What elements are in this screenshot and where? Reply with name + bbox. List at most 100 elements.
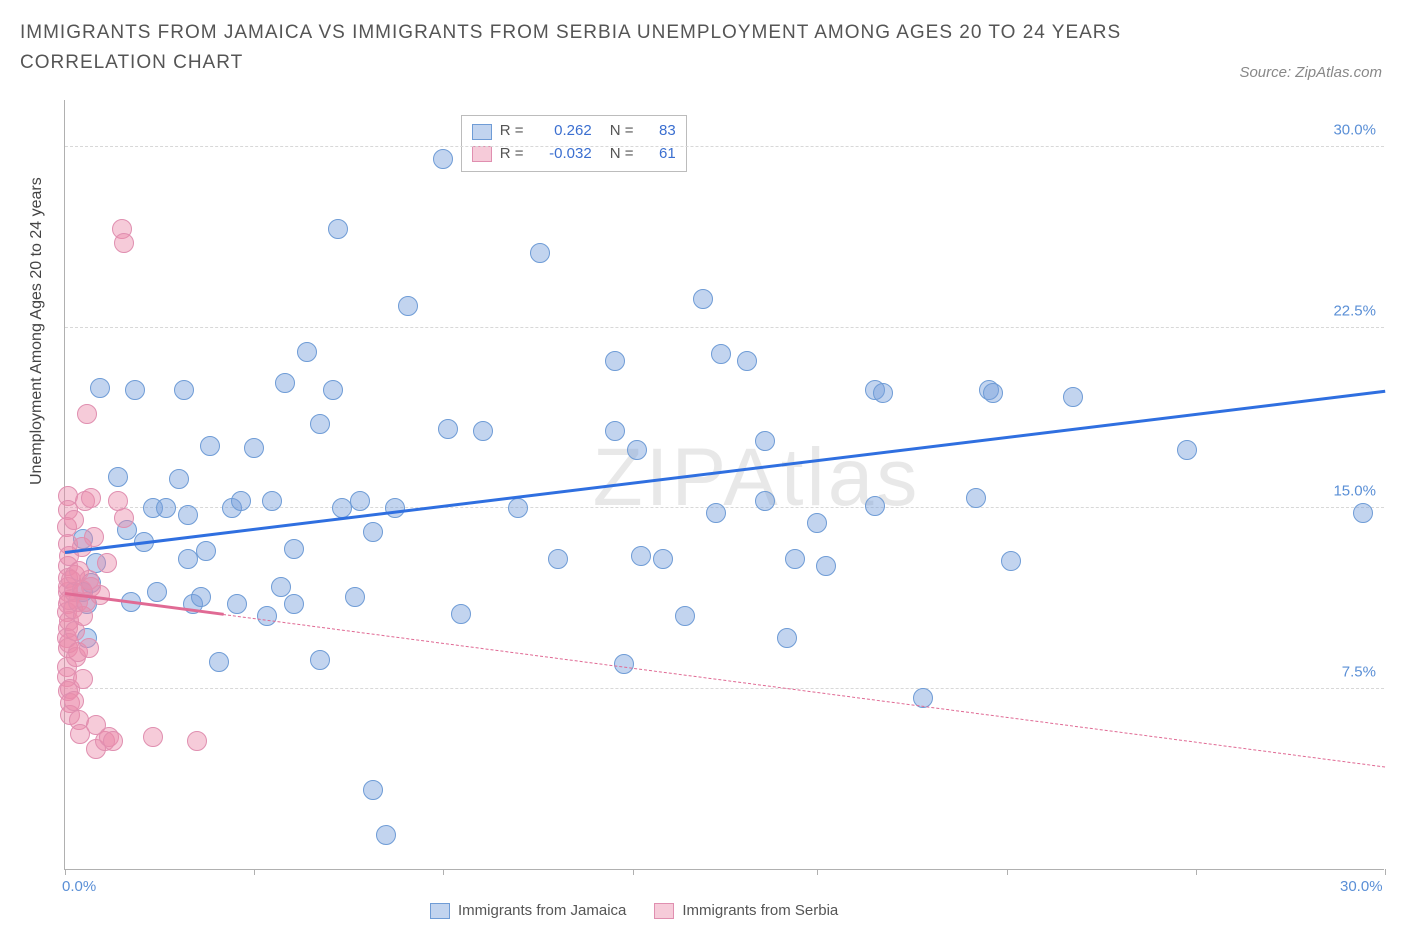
data-point — [200, 436, 220, 456]
data-point — [84, 527, 104, 547]
legend-series-item: Immigrants from Serbia — [654, 902, 838, 919]
data-point — [77, 404, 97, 424]
data-point — [73, 669, 93, 689]
data-point — [79, 638, 99, 658]
x-tick — [443, 869, 444, 875]
legend-swatch — [430, 903, 450, 919]
data-point — [785, 549, 805, 569]
data-point — [178, 505, 198, 525]
data-point — [706, 503, 726, 523]
legend-n-value: 83 — [648, 120, 676, 143]
y-tick-label: 30.0% — [1333, 122, 1376, 139]
legend-stats-box: R =0.262N =83R =-0.032N =61 — [461, 115, 687, 172]
data-point — [755, 491, 775, 511]
data-point — [376, 825, 396, 845]
x-tick-label: 30.0% — [1340, 878, 1383, 895]
scatter-plot-area: ZIPAtlas R =0.262N =83R =-0.032N =61 7.5… — [64, 100, 1384, 870]
data-point — [187, 731, 207, 751]
gridline-h — [65, 327, 1384, 328]
data-point — [983, 383, 1003, 403]
data-point — [310, 650, 330, 670]
data-point — [191, 587, 211, 607]
data-point — [873, 383, 893, 403]
y-tick-label: 15.0% — [1333, 483, 1376, 500]
data-point — [385, 498, 405, 518]
data-point — [473, 421, 493, 441]
trend-line — [223, 614, 1385, 767]
data-point — [1001, 551, 1021, 571]
data-point — [605, 421, 625, 441]
data-point — [605, 351, 625, 371]
data-point — [196, 541, 216, 561]
data-point — [227, 594, 247, 614]
y-tick-label: 22.5% — [1333, 302, 1376, 319]
legend-swatch — [472, 124, 492, 140]
x-tick — [65, 869, 66, 875]
data-point — [125, 380, 145, 400]
data-point — [310, 414, 330, 434]
data-point — [328, 219, 348, 239]
data-point — [169, 469, 189, 489]
data-point — [398, 296, 418, 316]
legend-r-value: 0.262 — [538, 120, 592, 143]
data-point — [103, 731, 123, 751]
data-point — [209, 652, 229, 672]
data-point — [693, 289, 713, 309]
data-point — [653, 549, 673, 569]
data-point — [147, 582, 167, 602]
data-point — [777, 628, 797, 648]
legend-stat-row: R = 0.262 N = 83 — [472, 120, 676, 143]
data-point — [816, 556, 836, 576]
data-point — [174, 380, 194, 400]
legend-swatch — [654, 903, 674, 919]
data-point — [284, 539, 304, 559]
data-point — [548, 549, 568, 569]
data-point — [363, 780, 383, 800]
trend-line — [65, 390, 1385, 554]
legend-series-item: Immigrants from Jamaica — [430, 902, 626, 919]
data-point — [530, 243, 550, 263]
data-point — [64, 510, 84, 530]
data-point — [108, 467, 128, 487]
data-point — [143, 727, 163, 747]
data-point — [156, 498, 176, 518]
gridline-h — [65, 688, 1384, 689]
legend-r-label: R = — [500, 120, 530, 143]
data-point — [271, 577, 291, 597]
x-tick — [817, 869, 818, 875]
data-point — [438, 419, 458, 439]
legend-n-label: N = — [610, 120, 640, 143]
data-point — [1353, 503, 1373, 523]
data-point — [345, 587, 365, 607]
data-point — [807, 513, 827, 533]
legend-series-label: Immigrants from Serbia — [682, 902, 838, 919]
legend-swatch — [472, 146, 492, 162]
data-point — [737, 351, 757, 371]
data-point — [114, 508, 134, 528]
x-tick — [254, 869, 255, 875]
data-point — [64, 691, 84, 711]
x-tick — [1385, 869, 1386, 875]
x-tick — [633, 869, 634, 875]
data-point — [262, 491, 282, 511]
data-point — [627, 440, 647, 460]
data-point — [297, 342, 317, 362]
data-point — [433, 149, 453, 169]
data-point — [90, 378, 110, 398]
data-point — [508, 498, 528, 518]
data-point — [675, 606, 695, 626]
legend-series: Immigrants from Jamaica Immigrants from S… — [430, 902, 838, 919]
data-point — [97, 553, 117, 573]
data-point — [363, 522, 383, 542]
data-point — [614, 654, 634, 674]
y-tick-label: 7.5% — [1342, 663, 1376, 680]
data-point — [755, 431, 775, 451]
data-point — [451, 604, 471, 624]
data-point — [865, 496, 885, 516]
data-point — [244, 438, 264, 458]
x-tick-label: 0.0% — [62, 878, 96, 895]
data-point — [631, 546, 651, 566]
data-point — [231, 491, 251, 511]
y-axis-label: Unemployment Among Ages 20 to 24 years — [28, 177, 46, 485]
data-point — [711, 344, 731, 364]
